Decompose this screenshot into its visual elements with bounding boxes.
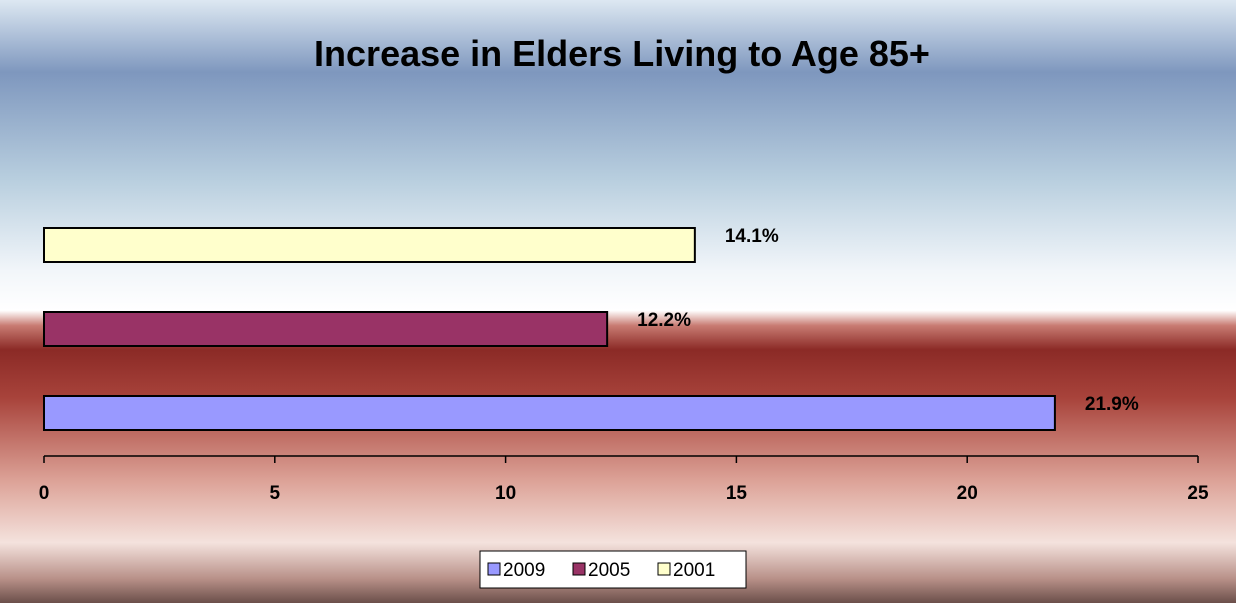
x-tick-label: 5 — [270, 483, 281, 504]
bars — [43, 227, 1056, 431]
x-tick-label: 20 — [957, 483, 978, 504]
data-label-2005: 12.2% — [637, 310, 691, 331]
bar-2009 — [43, 395, 1056, 431]
x-tick-label: 15 — [726, 483, 748, 504]
x-tick-label: 25 — [1187, 483, 1209, 504]
legend-swatch-2005 — [572, 562, 586, 576]
x-tick-label: 0 — [39, 483, 50, 504]
legend-swatch-2009 — [487, 562, 501, 576]
bar-2005 — [43, 311, 609, 347]
data-label-2001: 14.1% — [725, 226, 779, 247]
legend-swatch-2001 — [657, 562, 671, 576]
bar-2001 — [43, 227, 696, 263]
legend-label-2001: 2001 — [673, 560, 715, 581]
x-tick-label: 10 — [495, 483, 516, 504]
legend: 2009 2005 2001 — [479, 550, 747, 589]
chart-title: Increase in Elders Living to Age 85+ — [314, 33, 930, 74]
data-labels: 21.9% 12.2% 14.1% — [637, 226, 1139, 415]
legend-box — [479, 550, 747, 589]
legend-label-2009: 2009 — [503, 560, 545, 581]
data-label-2009: 21.9% — [1085, 394, 1139, 415]
x-axis: 0 5 10 15 20 25 — [39, 455, 1209, 504]
legend-label-2005: 2005 — [588, 560, 630, 581]
